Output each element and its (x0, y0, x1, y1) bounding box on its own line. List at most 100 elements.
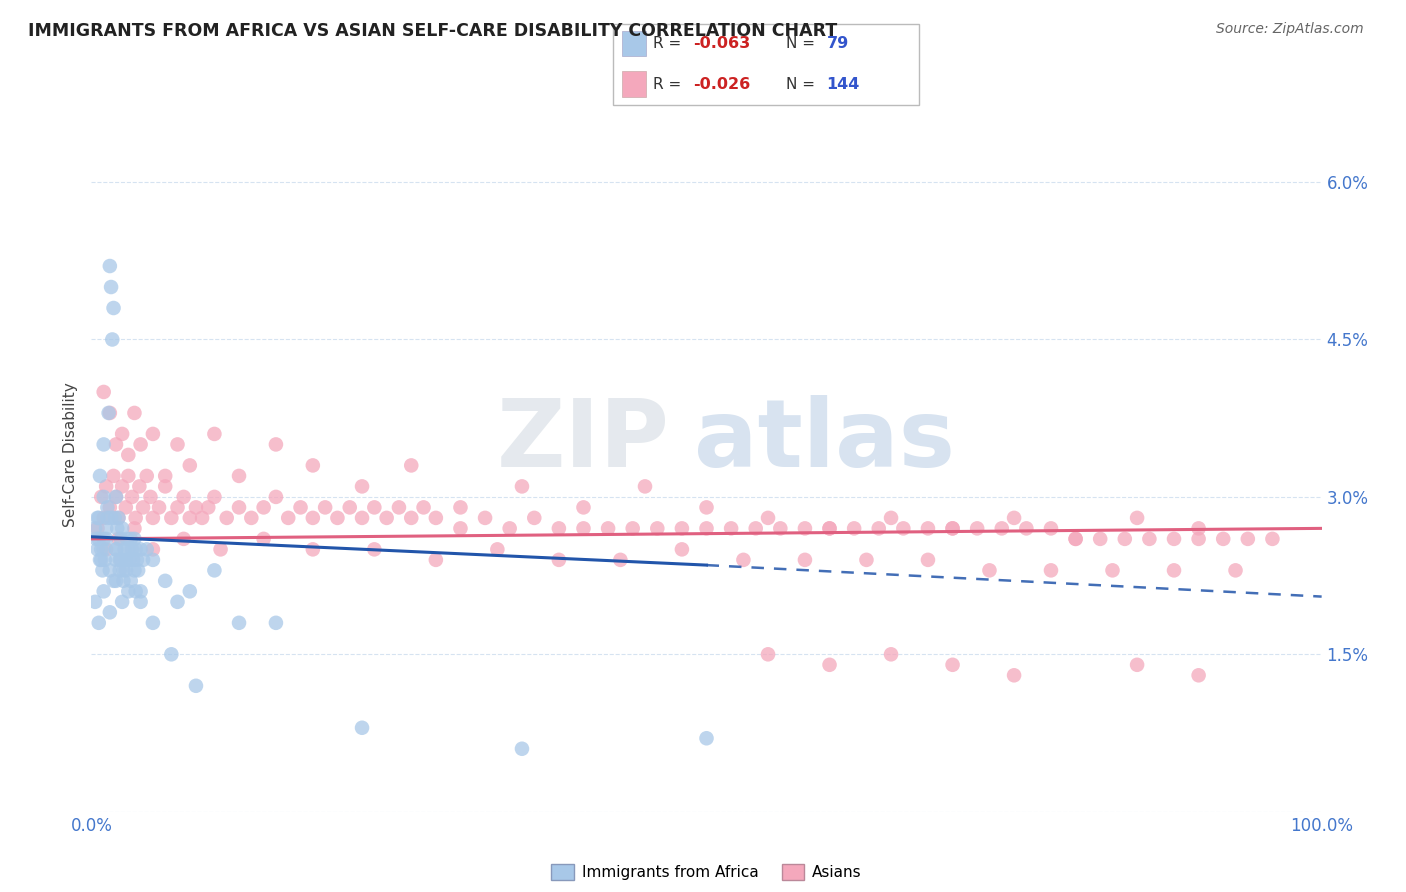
Point (127, 563, 149, 577)
Point (125, 553, 148, 567)
Point (93, 511, 115, 525)
Point (941, 521, 963, 535)
Point (745, 521, 768, 535)
Point (301, 542, 323, 557)
Point (179, 458, 201, 473)
Point (173, 490, 195, 504)
Point (100, 280, 122, 294)
Point (645, 521, 669, 535)
Point (132, 553, 155, 567)
Point (498, 521, 520, 535)
Text: -0.063: -0.063 (693, 36, 751, 51)
Point (363, 542, 385, 557)
Point (264, 437, 287, 451)
Point (449, 500, 471, 515)
Point (695, 500, 717, 515)
Point (105, 542, 127, 557)
Point (375, 511, 398, 525)
Point (111, 479, 134, 493)
Point (129, 437, 152, 451)
Point (941, 657, 963, 672)
Point (97, 406, 120, 420)
Point (1126, 657, 1149, 672)
Text: R =: R = (654, 36, 686, 51)
Point (135, 542, 157, 557)
Point (124, 542, 148, 557)
Point (94, 553, 117, 567)
Point (314, 500, 336, 515)
Point (756, 511, 779, 525)
Point (339, 500, 361, 515)
Point (89, 553, 111, 567)
Point (425, 511, 447, 525)
Point (264, 490, 287, 504)
Text: N =: N = (786, 36, 820, 51)
Point (90, 542, 112, 557)
Point (84, 521, 107, 535)
Point (523, 511, 546, 525)
Text: atlas: atlas (695, 394, 955, 487)
Point (1163, 532, 1185, 546)
Point (941, 521, 963, 535)
Point (979, 563, 1001, 577)
Text: 79: 79 (827, 36, 849, 51)
Point (1212, 532, 1234, 546)
Point (114, 500, 138, 515)
Point (84, 595, 107, 609)
Point (486, 542, 509, 557)
Point (179, 584, 201, 599)
Point (1002, 511, 1025, 525)
Point (388, 500, 411, 515)
Point (96, 542, 117, 557)
Point (173, 532, 195, 546)
Point (87, 532, 110, 546)
Point (128, 479, 150, 493)
Point (880, 648, 903, 662)
Point (880, 511, 903, 525)
Point (842, 521, 865, 535)
Point (115, 532, 138, 546)
Point (103, 301, 125, 315)
Point (93, 584, 115, 599)
Point (166, 437, 188, 451)
Point (124, 584, 148, 599)
Point (1225, 563, 1247, 577)
Point (990, 521, 1012, 535)
Point (98, 500, 121, 515)
Point (142, 426, 165, 441)
Point (1002, 668, 1025, 682)
Point (93, 542, 115, 557)
Point (98, 406, 121, 420)
Point (117, 542, 139, 557)
Point (1039, 521, 1063, 535)
Point (160, 511, 183, 525)
Point (1064, 532, 1087, 546)
Point (510, 741, 533, 756)
Point (153, 469, 177, 483)
Point (142, 615, 165, 630)
Point (105, 574, 127, 588)
FancyBboxPatch shape (613, 24, 920, 105)
Point (1039, 563, 1063, 577)
Point (793, 521, 815, 535)
Point (510, 479, 533, 493)
Point (720, 521, 742, 535)
Point (114, 553, 138, 567)
Point (124, 521, 146, 535)
Point (118, 553, 141, 567)
Point (818, 521, 841, 535)
Point (412, 500, 434, 515)
Point (111, 521, 134, 535)
Point (96, 532, 117, 546)
Point (111, 595, 134, 609)
Point (326, 511, 349, 525)
Point (124, 563, 146, 577)
Point (86, 521, 108, 535)
Point (1101, 563, 1123, 577)
Point (695, 521, 717, 535)
Text: Source: ZipAtlas.com: Source: ZipAtlas.com (1216, 22, 1364, 37)
Point (671, 521, 693, 535)
Point (596, 521, 619, 535)
Point (891, 521, 914, 535)
Point (1114, 532, 1136, 546)
